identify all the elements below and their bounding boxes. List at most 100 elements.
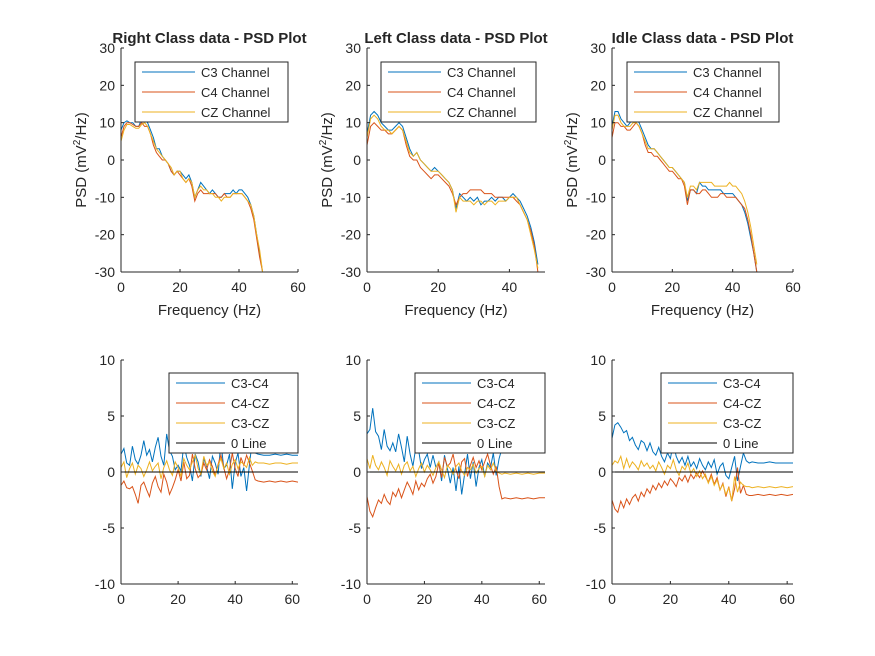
- x-tick-label: 60: [290, 279, 306, 295]
- legend-label: 0 Line: [477, 436, 512, 451]
- axes-5: 0 20 40 60 -10 -5 0 5 10 C3-C4 C4-CZ C3-CZ 0 Line: [341, 352, 547, 607]
- legend-label: C3 Channel: [201, 65, 270, 80]
- legend-label: C3-CZ: [477, 416, 515, 431]
- axes-4: 0 20 40 60 -10 -5 0 5 10 C3-C4 C4-CZ C3-CZ 0 Line: [95, 352, 301, 607]
- x-tick-label: 0: [117, 279, 125, 295]
- x-tick-label: 40: [231, 279, 247, 295]
- series-group: [367, 408, 545, 519]
- y-tick-label: -30: [586, 264, 606, 280]
- x-tick-label: 0: [608, 591, 616, 607]
- y-tick-label: 5: [598, 408, 606, 424]
- series-line-c3-c4: [612, 421, 793, 482]
- y-tick-label: -5: [349, 520, 362, 536]
- y-axis-label: PSD (mV2/Hz): [318, 112, 336, 208]
- x-axis-label: Frequency (Hz): [404, 302, 507, 319]
- y-tick-label: -30: [341, 264, 361, 280]
- y-axis-label: PSD (mV2/Hz): [563, 112, 581, 208]
- x-tick-label: 40: [227, 591, 243, 607]
- legend-label: C4 Channel: [201, 85, 270, 100]
- x-tick-label: 60: [285, 591, 301, 607]
- y-tick-label: 20: [345, 77, 361, 93]
- series-line-c4-channel: [612, 121, 758, 272]
- series-line-cz-channel: [367, 114, 539, 269]
- y-axis-label: PSD (mV2/Hz): [72, 112, 90, 208]
- series-line-c3-cz: [612, 454, 793, 502]
- legend-box: [168, 372, 299, 454]
- y-tick-label: 30: [590, 40, 606, 56]
- y-tick-label: -10: [586, 576, 606, 592]
- legend-box: [414, 372, 546, 454]
- legend-label: C4 Channel: [693, 85, 762, 100]
- legend: C3 Channel C4 Channel CZ Channel: [626, 61, 780, 123]
- series-line-c3-cz: [121, 453, 298, 479]
- legend-label: C3-CZ: [231, 416, 269, 431]
- y-tick-label: 0: [598, 464, 606, 480]
- y-tick-label: 20: [590, 77, 606, 93]
- series-line-cz-channel: [121, 122, 264, 272]
- legend-label: C3-C4: [477, 376, 515, 391]
- y-tick-label: -5: [594, 520, 607, 536]
- x-tick-label: 40: [725, 279, 741, 295]
- legend-label: CZ Channel: [693, 105, 762, 120]
- legend-label: CZ Channel: [447, 105, 516, 120]
- x-tick-label: 20: [665, 279, 681, 295]
- y-tick-label: -10: [95, 576, 115, 592]
- series-line-c3-channel: [612, 111, 758, 272]
- legend-label: C3-CZ: [723, 416, 761, 431]
- y-tick-label: 0: [353, 152, 361, 168]
- x-tick-label: 20: [172, 279, 188, 295]
- series-group: [612, 111, 758, 272]
- series-line-cz-channel: [612, 114, 758, 265]
- x-tick-label: 0: [608, 279, 616, 295]
- legend-label: C4-CZ: [477, 396, 515, 411]
- y-tick-label: 10: [590, 115, 606, 131]
- legend-label: C4-CZ: [723, 396, 761, 411]
- legend-label: C3 Channel: [447, 65, 516, 80]
- y-tick-label: 0: [598, 152, 606, 168]
- legend-label: C4-CZ: [231, 396, 269, 411]
- y-tick-label: -5: [103, 520, 116, 536]
- chart-title: Right Class data - PSD Plot: [112, 30, 306, 47]
- x-tick-label: 40: [721, 591, 737, 607]
- y-tick-label: -30: [95, 264, 115, 280]
- x-axis-label: Frequency (Hz): [158, 302, 261, 319]
- y-tick-label: 10: [345, 115, 361, 131]
- series-line-c4-cz: [367, 452, 545, 519]
- y-tick-label: -10: [95, 189, 115, 205]
- y-tick-label: 10: [99, 115, 115, 131]
- x-tick-label: 40: [502, 279, 518, 295]
- legend-label: CZ Channel: [201, 105, 270, 120]
- series-group: [612, 421, 793, 514]
- y-tick-label: -20: [341, 227, 361, 243]
- y-tick-label: 0: [107, 152, 115, 168]
- legend: C3 Channel C4 Channel CZ Channel: [134, 61, 289, 123]
- legend: C3-C4 C4-CZ C3-CZ 0 Line: [414, 372, 546, 454]
- series-group: [367, 110, 539, 272]
- y-tick-label: 0: [107, 464, 115, 480]
- y-tick-label: 30: [345, 40, 361, 56]
- x-tick-label: 20: [417, 591, 433, 607]
- y-tick-label: -20: [586, 227, 606, 243]
- series-line-c3-channel: [121, 118, 264, 272]
- y-tick-label: -10: [586, 189, 606, 205]
- y-tick-label: 5: [107, 408, 115, 424]
- y-tick-label: -10: [341, 576, 361, 592]
- x-tick-label: 20: [663, 591, 679, 607]
- legend-label: C3-C4: [231, 376, 269, 391]
- series-line-c3-cz: [367, 455, 545, 480]
- x-axis-label: Frequency (Hz): [651, 302, 754, 319]
- legend-label: C3 Channel: [693, 65, 762, 80]
- series-line-c4-cz: [612, 467, 793, 514]
- series-group: [121, 118, 264, 272]
- series-line-c4-cz: [121, 452, 298, 504]
- legend-label: C4 Channel: [447, 85, 516, 100]
- chart-title: Left Class data - PSD Plot: [364, 30, 547, 47]
- legend-box: [660, 372, 794, 454]
- x-tick-label: 0: [363, 591, 371, 607]
- chart-title: Idle Class data - PSD Plot: [612, 30, 794, 47]
- axes-3: 0 20 40 60 -30 -20 -10 0 10 20 30 Idle Class data -…: [563, 30, 801, 319]
- legend-label: 0 Line: [723, 436, 758, 451]
